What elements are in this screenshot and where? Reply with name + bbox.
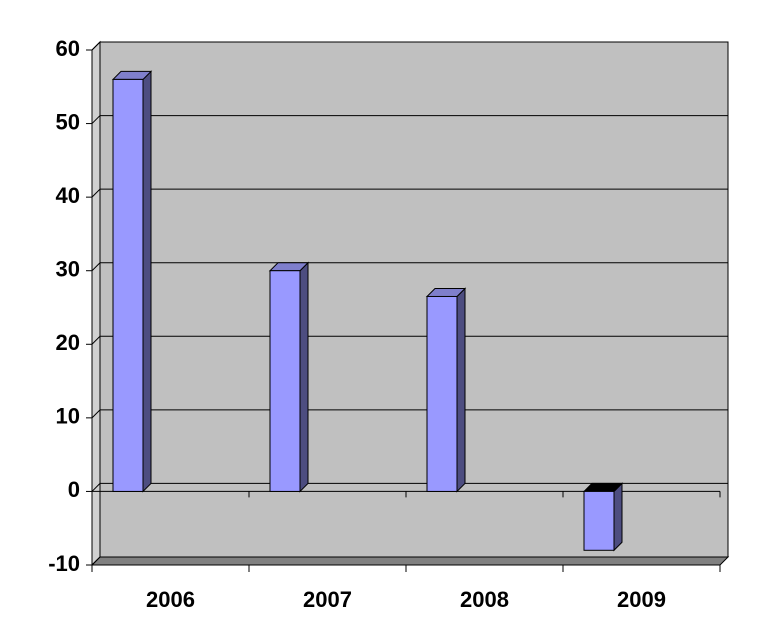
bar (112, 78, 144, 492)
y-tick-label: 20 (56, 330, 80, 355)
grid-line (91, 335, 728, 345)
grid-line (91, 482, 728, 492)
y-tick-label: 10 (56, 404, 80, 429)
bar-side (613, 482, 623, 552)
grid-line (91, 188, 728, 198)
x-tick-label: 2008 (460, 587, 509, 612)
floor (90, 556, 730, 566)
grid-line (91, 556, 728, 566)
y-tick-label: 0 (68, 477, 80, 502)
bar (426, 295, 458, 492)
bar (269, 270, 301, 492)
grid-line (91, 41, 728, 51)
back-wall (99, 41, 729, 558)
x-tick-label: 2009 (617, 587, 666, 612)
y-tick-label: 60 (56, 36, 80, 61)
y-tick-label: 50 (56, 109, 80, 134)
grid-line (91, 115, 728, 124)
bar-side (299, 261, 309, 493)
bar (583, 490, 615, 551)
y-tick-label: 40 (56, 183, 80, 208)
bar-side (142, 70, 152, 493)
y-tick-label: 30 (56, 257, 80, 282)
x-tick-label: 2006 (146, 587, 195, 612)
grid-line (91, 262, 728, 272)
grid-line (91, 409, 728, 419)
bar-side (456, 287, 466, 493)
side-wall (91, 40, 101, 567)
y-tick-label: -10 (48, 551, 80, 576)
x-tick-label: 2007 (303, 587, 352, 612)
